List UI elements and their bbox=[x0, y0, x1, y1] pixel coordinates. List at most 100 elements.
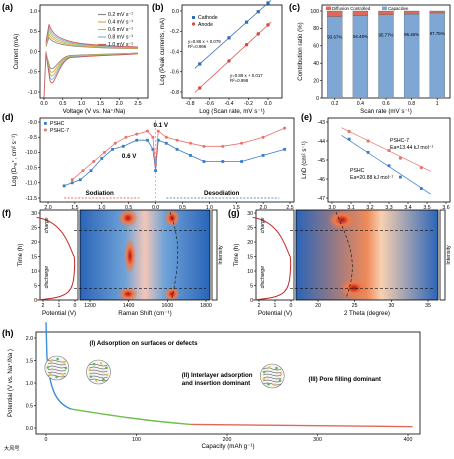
panel-a-y-ticklabel: 0.5 bbox=[30, 29, 37, 35]
panel-d-pshc-line bbox=[63, 139, 285, 187]
panel-c-capacitive-bar bbox=[378, 14, 394, 99]
panel-b-cathode-point bbox=[227, 36, 231, 40]
panel-b-x-ticklabel: -0.2 bbox=[244, 101, 253, 107]
panel-c-y-ticklabel: 80 bbox=[313, 26, 319, 32]
panel-e-pshc7-fit bbox=[341, 127, 431, 172]
panel-f-time-label: Time (h) bbox=[17, 244, 24, 267]
panel-b-legend-anode-marker bbox=[191, 22, 196, 26]
panel-c-letter: (c) bbox=[289, 2, 300, 12]
panel-h-sodium-ion bbox=[278, 379, 282, 382]
panel-h-graphene-layer bbox=[47, 368, 66, 372]
panel-d-x-ticklabel: 0.5 bbox=[125, 205, 132, 211]
panel-f-intensity-label: Intensity bbox=[218, 245, 224, 265]
panel-b-legend-cathode-marker bbox=[192, 16, 195, 19]
panel-g-heat-spot bbox=[328, 210, 356, 230]
panel-d-ylabel: Log (Dₙₐ⁺, cm² s⁻¹) bbox=[11, 134, 18, 187]
panel-e-pshc7-point bbox=[398, 156, 402, 160]
panel-c-x-ticklabel: 0.4 bbox=[357, 101, 364, 107]
panel-d-annotation-01v: 0.1 V bbox=[154, 122, 169, 129]
panel-h-region2-label-a: (II) Interlayer adsorption bbox=[182, 372, 253, 379]
panel-e-pshc-point bbox=[347, 137, 351, 141]
panel-b-legend-cathode: Cathode bbox=[198, 15, 218, 21]
panel-e-y-ticklabel: -46 bbox=[318, 177, 326, 183]
panel-c-x-ticklabel: 0.6 bbox=[382, 101, 389, 107]
panel-h-sodium-ion bbox=[105, 366, 108, 370]
panel-h-sodium-ion bbox=[262, 370, 266, 374]
panel-e-pshc-label: PSHC bbox=[350, 168, 365, 174]
panel-d-pshc7-point bbox=[156, 129, 160, 133]
panel-e-x-ticklabel: 3.4 bbox=[404, 205, 411, 211]
panel-e-pshc-ea: Ea=20.88 kJ mol⁻¹ bbox=[350, 175, 394, 181]
panel-a-x-ticklabel: 2.5 bbox=[134, 101, 141, 107]
panel-d-legend-pshc7-marker bbox=[43, 128, 47, 132]
panel-a-legend-label: 1.0 mV s⁻¹ bbox=[108, 42, 133, 48]
panel-d-pshc7-point bbox=[283, 126, 287, 130]
panel-g-intensity-label: Intensity bbox=[446, 245, 452, 265]
panel-d-letter: (d) bbox=[2, 112, 14, 122]
panel-a-cv-upper bbox=[45, 24, 139, 48]
panel-d-pshc7-point bbox=[135, 132, 139, 136]
panel-h-region3-label: (III) Pore filling dominant bbox=[308, 376, 381, 383]
panel-c-y-ticklabel: 0 bbox=[316, 96, 319, 102]
panel-c-bar-label: 94.48% bbox=[353, 34, 368, 39]
panel-e-letter: (e) bbox=[301, 112, 312, 122]
panel-h-x-ticklabel: 0 bbox=[45, 437, 48, 443]
panel-d-legend-pshc: PSHC bbox=[50, 121, 65, 127]
panel-h-ylabel: Potential (V vs. Na⁺/Na ) bbox=[7, 349, 14, 417]
panel-d-pshc-point bbox=[89, 169, 93, 173]
panel-h-region3-curve bbox=[190, 423, 413, 428]
panel-c-y-ticklabel: 60 bbox=[313, 44, 319, 50]
panel-d-x-ticklabel: 0.0 bbox=[152, 205, 159, 211]
panel-e-x-ticklabel: 3.2 bbox=[366, 205, 373, 211]
panel-f-potential-label: Potential (V) bbox=[42, 310, 76, 317]
panel-h-sodium-ion bbox=[102, 378, 105, 381]
panel-b-anode-r2: R²=0.998 bbox=[230, 78, 249, 83]
panel-g-x-ticklabel: 35 bbox=[425, 303, 431, 309]
panel-g-x-ticklabel: 25 bbox=[352, 303, 358, 309]
panel-g-pot-ticklabel: 0 bbox=[290, 303, 293, 309]
panel-g-discharge-label: discharge bbox=[260, 266, 266, 289]
panel-f-discharge-label: discharge bbox=[44, 266, 50, 289]
panel-d-pshc-point bbox=[189, 154, 192, 157]
panel-e-pshc-point bbox=[366, 151, 370, 154]
panel-a-cv-upper bbox=[45, 32, 139, 49]
panel-d-annotation-06v: 0.6 V bbox=[122, 153, 137, 160]
panel-c-bar-label: 95.77% bbox=[379, 33, 394, 38]
panel-c-x-ticklabel: 0.8 bbox=[408, 101, 415, 107]
panel-d-x-ticklabel: 2.5 bbox=[286, 205, 293, 211]
panel-h-y-ticklabel: 1.0 bbox=[26, 381, 33, 387]
panel-b-ylabel: Log (Peak currents, mA) bbox=[159, 18, 166, 85]
panel-h-x-ticklabel: 200 bbox=[223, 437, 232, 443]
panel-g-x-ticklabel: 20 bbox=[315, 303, 321, 309]
panel-b-anode-point bbox=[256, 32, 260, 36]
panel-c-y-ticklabel: 20 bbox=[313, 78, 319, 84]
panel-b-x-ticklabel: -0.6 bbox=[205, 101, 214, 107]
panel-b-letter: (b) bbox=[152, 2, 164, 12]
panel-d-pshc7-point bbox=[189, 141, 193, 145]
panel-a-x-ticklabel: 1.5 bbox=[97, 101, 104, 107]
panel-e-x-ticklabel: 3.1 bbox=[347, 205, 354, 211]
panel-c-legend-diffusion: Diffusion Controlled bbox=[332, 6, 371, 11]
panel-d-pshc7-point bbox=[102, 150, 106, 154]
panel-h-sodium-ion bbox=[262, 377, 266, 381]
panel-d-pshc-point bbox=[111, 147, 114, 151]
panel-b-cathode-point bbox=[198, 62, 202, 66]
panel-e-pshc7-ea: Ea=13.44 kJ mol⁻¹ bbox=[390, 145, 434, 151]
panel-d-pshc7-point bbox=[70, 178, 74, 182]
panel-e-x-ticklabel: 3.0 bbox=[328, 205, 335, 211]
panel-d-x-ticklabel: 0.5 bbox=[179, 205, 186, 211]
panel-c-diffusion-bar bbox=[352, 10, 369, 16]
panel-c-ylabel: Contribution ratio (%) bbox=[297, 22, 304, 80]
panel-h-graphene-layer bbox=[263, 370, 282, 374]
panel-h-sodium-ion bbox=[56, 357, 59, 361]
panel-h-sodium-ion bbox=[99, 362, 103, 365]
panel-f-heat-spot bbox=[124, 238, 136, 274]
panel-d-y-ticklabel: -10.5 bbox=[25, 165, 37, 171]
panel-b-y-ticklabel: -0.4 bbox=[170, 49, 179, 55]
panel-d-y-ticklabel: -9.0 bbox=[28, 120, 37, 126]
panel-f-heat-spot bbox=[164, 287, 180, 301]
panel-g-time-ticklabel: 0 bbox=[250, 298, 253, 304]
watermark: 大风号 bbox=[4, 444, 20, 452]
panel-b-cathode-eq: y=0.86 x + 0.079 bbox=[188, 39, 221, 44]
panel-c-capacitive-bar bbox=[403, 13, 420, 99]
